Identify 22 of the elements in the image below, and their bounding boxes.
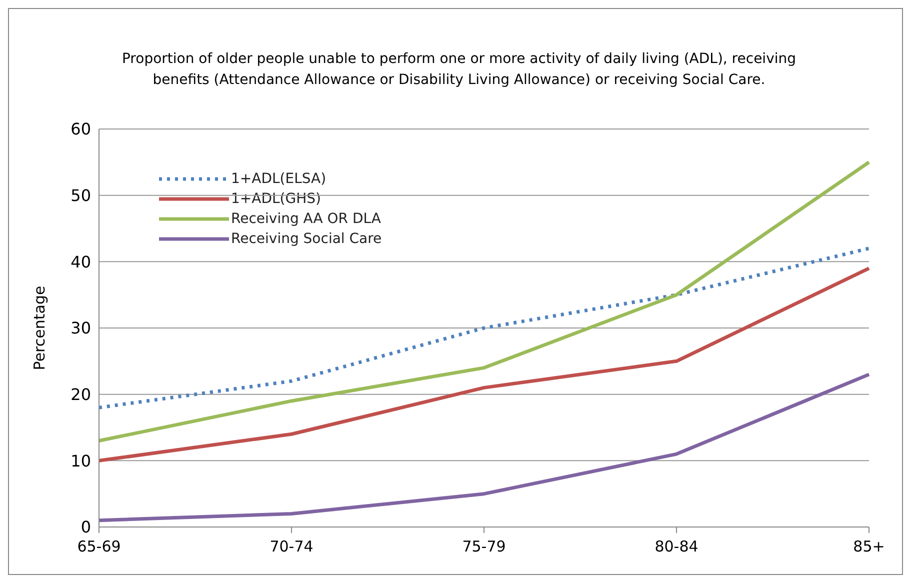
- y-tick-label: 10: [70, 451, 91, 470]
- y-tick-label: 50: [70, 186, 91, 206]
- line-series: [97, 266, 871, 462]
- y-tick-label: 0: [80, 518, 91, 537]
- x-tick-label: 80-84: [654, 538, 698, 556]
- line-series: [97, 246, 871, 410]
- y-tick-label: 30: [70, 318, 91, 338]
- legend-label: 1+ADL(GHS): [231, 190, 321, 209]
- y-tick-label: 20: [70, 385, 91, 404]
- line-series: [97, 372, 871, 522]
- x-tick-label: 70-74: [270, 538, 314, 556]
- x-tick-label: 65-69: [77, 538, 121, 556]
- legend-label: Receiving Social Care: [231, 230, 382, 249]
- y-tick-label: 60: [70, 120, 91, 139]
- legend-label: Receiving AA OR DLA: [231, 210, 381, 229]
- line-series: [97, 160, 871, 443]
- y-axis-title: Percentage: [30, 286, 48, 370]
- legend-label: 1+ADL(ELSA): [231, 170, 326, 189]
- x-tick-label: 85+: [853, 538, 885, 556]
- x-tick-label: 75-79: [462, 538, 506, 556]
- y-tick-label: 40: [70, 252, 91, 272]
- chart-title: Proportion of older people unable to perform one or more activity of daily living (ADL), receiving benefits (Attendance Allowance or Disability Living Allowance) or receiving Social Care.: [120, 50, 798, 90]
